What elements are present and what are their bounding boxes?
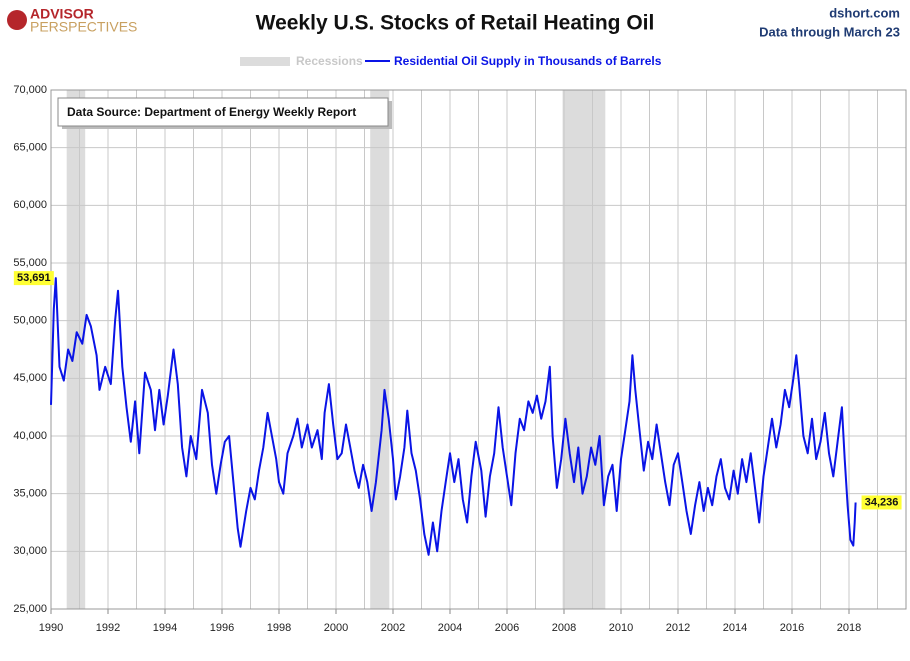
x-tick-label: 2004 [438, 622, 462, 634]
x-tick-label: 2008 [552, 622, 576, 634]
legend-line-label: Residential Oil Supply in Thousands of B… [394, 54, 662, 68]
annotation-bg [861, 495, 902, 510]
legend-recession-swatch [240, 57, 290, 66]
source-text: Data Source: Department of Energy Weekly… [67, 105, 356, 119]
x-tick-label: 2016 [780, 622, 804, 634]
y-tick-label: 55,000 [13, 257, 47, 269]
x-tick-label: 2006 [495, 622, 519, 634]
plot-border [50, 89, 907, 610]
logo-bottom: PERSPECTIVES [30, 19, 137, 35]
x-tick-label: 1994 [153, 622, 177, 634]
logo-icon [7, 10, 27, 30]
y-tick-label: 40,000 [13, 430, 47, 442]
note: Data through March 23 [759, 24, 900, 39]
y-tick-label: 30,000 [13, 545, 47, 557]
x-tick-label: 2002 [381, 622, 405, 634]
x-tick-label: 2018 [837, 622, 861, 634]
chart-title: Weekly U.S. Stocks of Retail Heating Oil [256, 12, 655, 35]
y-tick-label: 25,000 [13, 603, 47, 615]
y-tick-label: 65,000 [13, 142, 47, 154]
x-tick-label: 2012 [666, 622, 690, 634]
y-tick-label: 45,000 [13, 372, 47, 384]
annotation-bg [13, 271, 54, 286]
x-tick-label: 1990 [39, 622, 63, 634]
y-tick-label: 60,000 [13, 199, 47, 211]
x-tick-label: 1998 [267, 622, 291, 634]
x-tick-label: 2010 [609, 622, 633, 634]
data-line [50, 277, 857, 556]
legend-recession-label: Recessions [296, 54, 363, 68]
x-tick-label: 2000 [324, 622, 348, 634]
recession-band [66, 90, 86, 609]
source-box [57, 97, 389, 127]
recession-band [562, 90, 606, 609]
x-tick-label: 1992 [96, 622, 120, 634]
x-tick-label: 2014 [723, 622, 747, 634]
y-tick-label: 50,000 [13, 315, 47, 327]
x-tick-label: 1996 [210, 622, 234, 634]
site: dshort.com [829, 5, 900, 20]
logo-top: ADVISOR [30, 6, 94, 22]
annotation-label: 34,236 [865, 496, 899, 508]
recession-band [370, 90, 390, 609]
y-tick-label: 70,000 [13, 84, 47, 96]
annotation-label: 53,691 [17, 272, 51, 284]
y-tick-label: 35,000 [13, 488, 47, 500]
